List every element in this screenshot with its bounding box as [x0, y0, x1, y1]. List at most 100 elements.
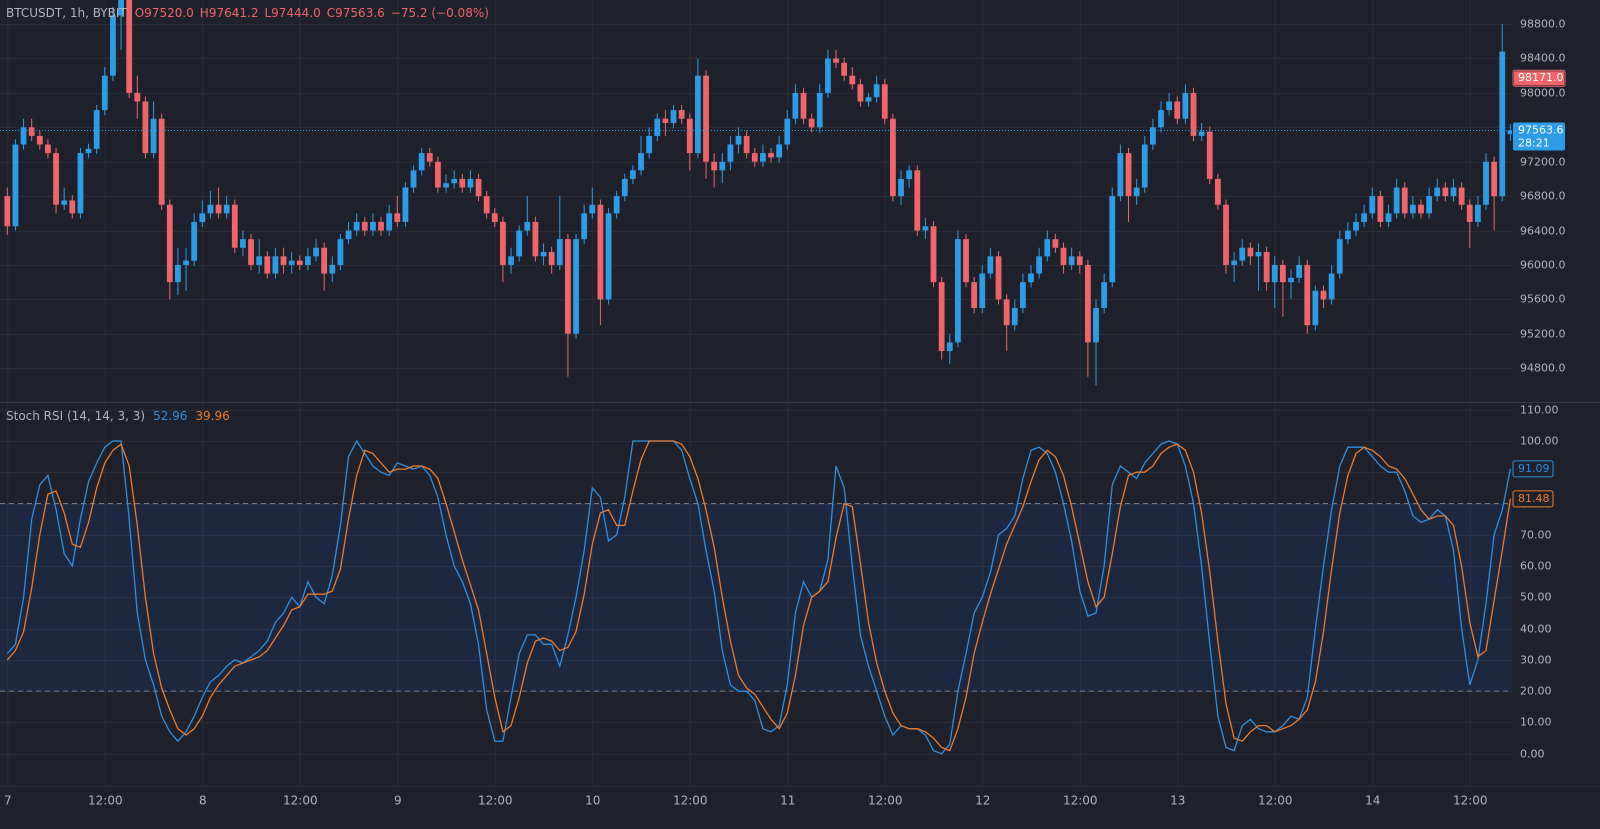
candle-body — [1117, 153, 1124, 197]
x-tick-label: 12:00 — [673, 794, 708, 808]
candle-body — [4, 196, 11, 227]
x-tick-label: 8 — [199, 794, 207, 808]
candle-body — [898, 178, 904, 197]
indicator-legend: Stoch RSI (14, 14, 3, 3) 52.96 39.96 — [6, 409, 230, 423]
ohlc-value: 97563.6 — [335, 6, 385, 20]
candle-body — [1231, 260, 1238, 265]
candle-body — [1458, 187, 1465, 205]
candle-body — [946, 342, 953, 351]
candle-body — [475, 178, 482, 197]
candle-body — [589, 204, 596, 214]
candle-body — [12, 144, 19, 227]
candle-body — [1344, 230, 1351, 240]
x-tick-label: 12:00 — [88, 794, 123, 808]
candle-body — [1036, 256, 1043, 274]
candle-body — [1442, 187, 1449, 197]
candle-body — [703, 75, 709, 162]
candle-body — [264, 256, 271, 274]
y-tick-label: 98800.0 — [1520, 18, 1566, 31]
indicator-value: 52.96 — [153, 409, 187, 423]
candle-body — [922, 226, 929, 231]
candle-body — [1336, 239, 1343, 274]
candle-body — [971, 282, 978, 308]
candle-body — [662, 118, 669, 124]
candle-body — [1076, 256, 1083, 265]
y-tick-label: 50.00 — [1520, 591, 1552, 604]
candle-body — [638, 153, 644, 171]
candle-body — [69, 200, 76, 214]
last-price-box — [1513, 122, 1565, 151]
stoch-line — [6, 439, 1512, 755]
candle-body — [727, 144, 734, 162]
candle-body — [1003, 299, 1010, 326]
candle-body — [337, 239, 344, 265]
candle-body — [605, 213, 612, 300]
candle-body — [36, 135, 43, 145]
candle-body — [1158, 110, 1164, 128]
candle-body — [857, 84, 864, 102]
candle-body — [1166, 101, 1173, 111]
candle-body — [1401, 187, 1408, 214]
indicator-value: 39.96 — [195, 409, 229, 423]
candle-body — [20, 127, 27, 145]
candle-body — [1361, 213, 1368, 222]
candle-body — [240, 239, 246, 248]
candle-body — [93, 110, 100, 149]
candle-body — [305, 256, 311, 265]
candle-body — [45, 144, 51, 154]
candle-body — [223, 204, 230, 214]
candle-body — [849, 75, 856, 85]
candle-body — [1474, 204, 1481, 222]
candle-body — [654, 118, 661, 136]
candle-body — [77, 153, 84, 214]
candle-body — [500, 221, 506, 265]
candle-body — [516, 230, 523, 257]
candle-body — [906, 170, 913, 179]
candle-body — [1141, 144, 1148, 188]
candle-body — [914, 170, 921, 231]
candle-body — [1198, 131, 1205, 136]
candle-body — [508, 256, 514, 265]
candle-body — [1068, 256, 1075, 265]
x-tick-label: 7 — [4, 794, 12, 808]
ohlc-key: O — [135, 6, 144, 20]
candle-body — [548, 252, 555, 265]
candle-body — [199, 213, 206, 222]
x-tick-label: 12:00 — [283, 794, 318, 808]
candle-body — [1491, 161, 1498, 197]
ohlc-key: H — [200, 6, 209, 20]
candle-body — [768, 153, 774, 158]
y-tick-label: 95600.0 — [1520, 293, 1566, 306]
candle-body — [979, 273, 986, 308]
candle-body — [426, 153, 433, 162]
candle-body — [784, 118, 791, 145]
ohlc-value: 97444.0 — [271, 6, 321, 20]
y-tick-label: 20.00 — [1520, 685, 1552, 698]
candle-body — [621, 178, 628, 197]
candle-body — [1149, 127, 1156, 145]
candle-body — [556, 239, 563, 265]
stoch-pane — [0, 439, 1512, 755]
candle-body — [1409, 204, 1416, 214]
price-marker-fill — [1514, 71, 1564, 86]
candle-body — [1101, 282, 1108, 308]
candle-body — [954, 239, 961, 343]
candle-body — [491, 213, 498, 222]
candle-body — [987, 256, 994, 274]
x-tick-label: 12 — [975, 794, 990, 808]
candle-body — [85, 148, 92, 154]
candle-body — [1296, 264, 1303, 278]
candle-body — [890, 118, 896, 197]
candle-body — [28, 127, 35, 136]
candle-body — [191, 221, 198, 261]
y-tick-label: 110.00 — [1520, 404, 1559, 417]
candle-body — [881, 84, 888, 119]
candle-body — [53, 153, 59, 205]
candle-body — [1450, 187, 1457, 197]
candle-body — [1109, 196, 1116, 283]
candle-body — [1052, 239, 1059, 248]
candle-body — [402, 187, 409, 222]
x-tick-label: 11 — [780, 794, 795, 808]
candle-body — [361, 221, 368, 231]
candle-body — [1288, 277, 1294, 283]
